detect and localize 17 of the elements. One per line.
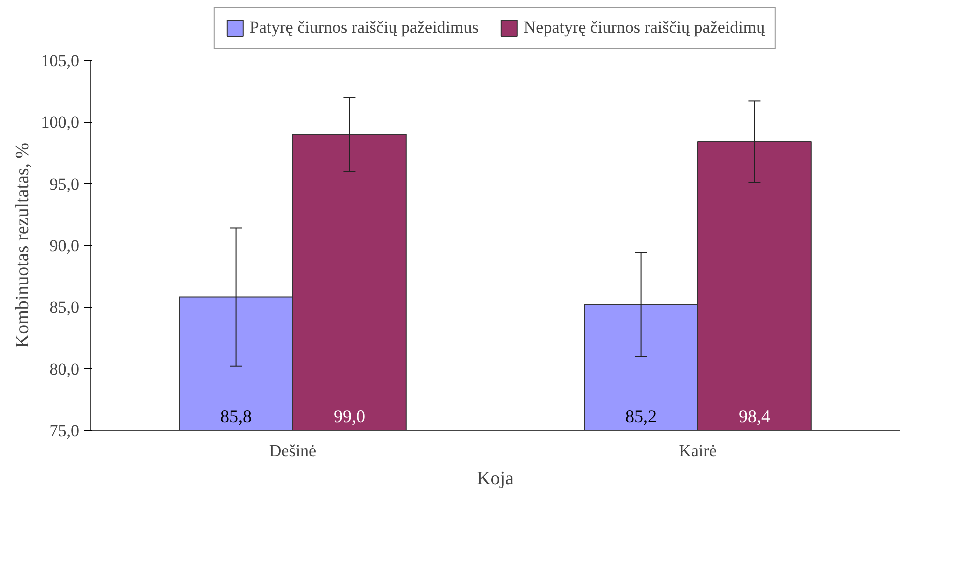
legend-label: Patyrę čiurnos raiščių pažeidimus — [250, 18, 479, 38]
y-tick-label: 85,0 — [50, 298, 80, 318]
x-tick-label: Kairė — [679, 442, 717, 460]
y-tick-label: 105,0 — [41, 52, 80, 70]
x-axis-title: Koja — [477, 468, 515, 490]
y-tick-label: 100,0 — [41, 113, 80, 132]
data-label: 98,4 — [738, 406, 770, 426]
y-tick-label: 80,0 — [50, 360, 80, 379]
legend-label: Nepatyrę čiurnos raiščių pažeidimų — [524, 18, 766, 38]
y-tick-label: 90,0 — [50, 236, 80, 256]
data-label: 85,2 — [626, 406, 658, 426]
x-tick-label: Dešinė — [269, 442, 317, 460]
data-label: 99,0 — [334, 406, 366, 426]
y-axis-title: Kombinuotas rezultatas, % — [12, 142, 34, 348]
y-tick-label: 95,0 — [50, 174, 80, 194]
data-label: 85,8 — [220, 406, 252, 426]
y-tick-label: 75,0 — [50, 422, 80, 440]
